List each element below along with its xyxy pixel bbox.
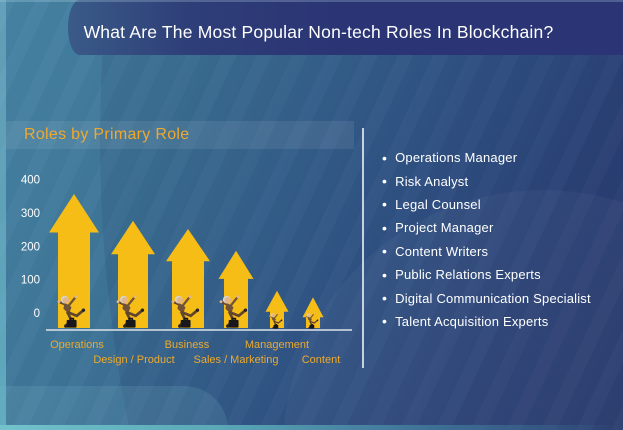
- list-item: • Risk Analyst: [382, 169, 616, 192]
- list-item-label: Risk Analyst: [395, 173, 469, 189]
- bar-chart: 400 300 200 100 0 Operations Design / Product B…: [6, 170, 356, 375]
- list-item-label: Operations Manager: [395, 150, 518, 166]
- bullet-dot-icon: •: [382, 266, 388, 283]
- x-axis-category-label: Management: [245, 339, 309, 351]
- x-axis-category-label: Sales / Marketing: [194, 354, 279, 366]
- list-item: • Legal Counsel: [382, 193, 616, 216]
- page-title: What Are The Most Popular Non-tech Roles…: [83, 22, 554, 42]
- x-axis-category-label: Operations: [50, 339, 104, 351]
- list-item-label: Public Relations Experts: [395, 267, 541, 283]
- list-item: • Digital Communication Specialist: [382, 286, 616, 309]
- bar-arrow-2: [166, 229, 210, 328]
- list-item: • Project Manager: [382, 216, 616, 239]
- list-item: • Talent Acquisition Experts: [382, 310, 616, 333]
- y-axis-tick-label: 300: [21, 208, 40, 220]
- roles-bar-chart: 400 300 200 100 0 Operations Design / Product B…: [21, 175, 352, 366]
- section-heading-band: Roles by Primary Role: [6, 121, 354, 149]
- list-item-label: Legal Counsel: [395, 196, 481, 212]
- list-item: • Content Writers: [382, 240, 616, 263]
- bullet-dot-icon: •: [382, 290, 388, 307]
- y-axis-tick-label: 200: [21, 241, 40, 253]
- bullet-dot-icon: •: [382, 313, 388, 330]
- list-item: • Operations Manager: [382, 146, 616, 169]
- decorative-rounded-panel: [0, 386, 228, 430]
- y-axis-tick-label: 400: [21, 175, 40, 187]
- bullet-dot-icon: •: [382, 243, 388, 260]
- bullet-dot-icon: •: [382, 196, 388, 213]
- list-item-label: Project Manager: [395, 220, 494, 236]
- y-axis-tick-label: 100: [21, 275, 40, 287]
- list-item: • Public Relations Experts: [382, 263, 616, 286]
- bar-arrow-4: [265, 290, 289, 328]
- bar-arrow-0: [49, 194, 99, 328]
- x-axis-category-label: Business: [165, 339, 210, 351]
- bullet-dot-icon: •: [382, 149, 388, 166]
- bullet-dot-icon: •: [382, 219, 388, 236]
- bar-arrow-3: [218, 250, 254, 328]
- x-axis-category-label: Content: [302, 354, 341, 366]
- list-item-label: Digital Communication Specialist: [395, 290, 591, 306]
- bar-arrow-5: [302, 297, 324, 328]
- roles-list: • Operations Manager • Risk Analyst • Legal C…: [382, 146, 616, 333]
- bullet-dot-icon: •: [382, 173, 388, 190]
- list-item-label: Content Writers: [395, 243, 489, 259]
- decorative-top-edge: [0, 0, 623, 2]
- bar-arrow-1: [111, 220, 155, 328]
- y-axis-tick-label: 0: [34, 308, 40, 320]
- decorative-bottom-strip: [0, 425, 623, 430]
- list-item-label: Talent Acquisition Experts: [395, 313, 549, 329]
- vertical-divider: [362, 128, 364, 368]
- section-heading: Roles by Primary Role: [24, 126, 190, 143]
- x-axis-category-label: Design / Product: [93, 354, 174, 366]
